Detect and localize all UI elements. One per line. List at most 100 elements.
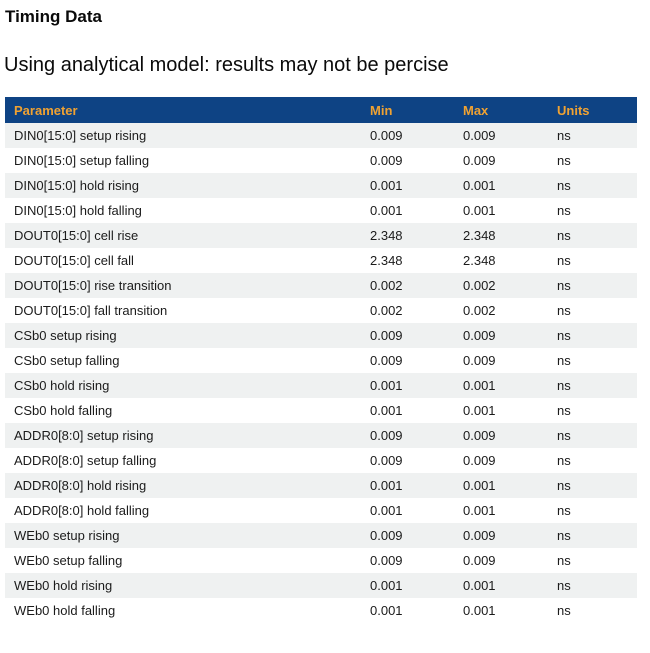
- max-cell: 0.009: [454, 448, 548, 473]
- units-cell: ns: [548, 348, 637, 373]
- table-row: WEb0 hold rising 0.001 0.001 ns: [5, 573, 637, 598]
- min-cell: 0.009: [361, 348, 454, 373]
- parameter-cell: ADDR0[8:0] hold falling: [5, 498, 361, 523]
- min-cell: 0.009: [361, 523, 454, 548]
- min-cell: 0.001: [361, 573, 454, 598]
- max-cell: 0.001: [454, 473, 548, 498]
- table-row: DIN0[15:0] hold rising 0.001 0.001 ns: [5, 173, 637, 198]
- parameter-cell: DIN0[15:0] setup rising: [5, 123, 361, 148]
- max-cell: 0.009: [454, 423, 548, 448]
- column-header-max: Max: [454, 97, 548, 123]
- timing-table-header: Parameter Min Max Units: [5, 97, 637, 123]
- units-cell: ns: [548, 598, 637, 623]
- max-cell: 0.009: [454, 148, 548, 173]
- min-cell: 2.348: [361, 223, 454, 248]
- max-cell: 0.001: [454, 373, 548, 398]
- max-cell: 2.348: [454, 223, 548, 248]
- max-cell: 0.001: [454, 198, 548, 223]
- units-cell: ns: [548, 423, 637, 448]
- parameter-cell: CSb0 hold rising: [5, 373, 361, 398]
- table-row: CSb0 hold falling 0.001 0.001 ns: [5, 398, 637, 423]
- max-cell: 0.002: [454, 298, 548, 323]
- parameter-cell: WEb0 setup rising: [5, 523, 361, 548]
- min-cell: 0.001: [361, 473, 454, 498]
- parameter-cell: ADDR0[8:0] setup rising: [5, 423, 361, 448]
- page-title: Timing Data: [5, 7, 102, 26]
- min-cell: 0.009: [361, 148, 454, 173]
- table-row: ADDR0[8:0] setup falling 0.009 0.009 ns: [5, 448, 637, 473]
- max-cell: 0.001: [454, 598, 548, 623]
- max-cell: 2.348: [454, 248, 548, 273]
- units-cell: ns: [548, 498, 637, 523]
- table-row: DOUT0[15:0] cell fall 2.348 2.348 ns: [5, 248, 637, 273]
- min-cell: 0.001: [361, 598, 454, 623]
- min-cell: 0.009: [361, 448, 454, 473]
- max-cell: 0.009: [454, 523, 548, 548]
- min-cell: 0.009: [361, 323, 454, 348]
- units-cell: ns: [548, 298, 637, 323]
- table-row: DIN0[15:0] setup falling 0.009 0.009 ns: [5, 148, 637, 173]
- column-header-units: Units: [548, 97, 637, 123]
- parameter-cell: DIN0[15:0] hold rising: [5, 173, 361, 198]
- table-row: DIN0[15:0] hold falling 0.001 0.001 ns: [5, 198, 637, 223]
- max-cell: 0.001: [454, 173, 548, 198]
- table-row: CSb0 setup rising 0.009 0.009 ns: [5, 323, 637, 348]
- max-cell: 0.009: [454, 348, 548, 373]
- column-header-min: Min: [361, 97, 454, 123]
- table-row: DIN0[15:0] setup rising 0.009 0.009 ns: [5, 123, 637, 148]
- min-cell: 0.009: [361, 548, 454, 573]
- units-cell: ns: [548, 198, 637, 223]
- parameter-cell: WEb0 hold falling: [5, 598, 361, 623]
- page-subtitle: Using analytical model: results may not …: [4, 54, 449, 76]
- table-row: WEb0 hold falling 0.001 0.001 ns: [5, 598, 637, 623]
- table-row: DOUT0[15:0] rise transition 0.002 0.002 …: [5, 273, 637, 298]
- parameter-cell: DIN0[15:0] setup falling: [5, 148, 361, 173]
- timing-table-body: DIN0[15:0] setup rising 0.009 0.009 ns D…: [5, 123, 637, 623]
- table-row: CSb0 setup falling 0.009 0.009 ns: [5, 348, 637, 373]
- column-header-parameter: Parameter: [5, 97, 361, 123]
- units-cell: ns: [548, 173, 637, 198]
- parameter-cell: DOUT0[15:0] fall transition: [5, 298, 361, 323]
- parameter-cell: ADDR0[8:0] setup falling: [5, 448, 361, 473]
- min-cell: 0.009: [361, 423, 454, 448]
- min-cell: 0.001: [361, 173, 454, 198]
- max-cell: 0.001: [454, 498, 548, 523]
- max-cell: 0.001: [454, 398, 548, 423]
- units-cell: ns: [548, 448, 637, 473]
- units-cell: ns: [548, 323, 637, 348]
- min-cell: 0.002: [361, 273, 454, 298]
- min-cell: 0.001: [361, 198, 454, 223]
- units-cell: ns: [548, 273, 637, 298]
- units-cell: ns: [548, 148, 637, 173]
- header-row: Parameter Min Max Units: [5, 97, 637, 123]
- units-cell: ns: [548, 123, 637, 148]
- table-row: CSb0 hold rising 0.001 0.001 ns: [5, 373, 637, 398]
- parameter-cell: DOUT0[15:0] cell fall: [5, 248, 361, 273]
- max-cell: 0.009: [454, 323, 548, 348]
- table-row: ADDR0[8:0] hold falling 0.001 0.001 ns: [5, 498, 637, 523]
- units-cell: ns: [548, 473, 637, 498]
- min-cell: 0.002: [361, 298, 454, 323]
- units-cell: ns: [548, 548, 637, 573]
- max-cell: 0.002: [454, 273, 548, 298]
- parameter-cell: ADDR0[8:0] hold rising: [5, 473, 361, 498]
- table-row: WEb0 setup rising 0.009 0.009 ns: [5, 523, 637, 548]
- table-row: DOUT0[15:0] fall transition 0.002 0.002 …: [5, 298, 637, 323]
- min-cell: 0.001: [361, 398, 454, 423]
- parameter-cell: WEb0 setup falling: [5, 548, 361, 573]
- max-cell: 0.009: [454, 548, 548, 573]
- units-cell: ns: [548, 523, 637, 548]
- parameter-cell: CSb0 hold falling: [5, 398, 361, 423]
- min-cell: 0.001: [361, 373, 454, 398]
- units-cell: ns: [548, 373, 637, 398]
- table-row: ADDR0[8:0] setup rising 0.009 0.009 ns: [5, 423, 637, 448]
- units-cell: ns: [548, 398, 637, 423]
- units-cell: ns: [548, 573, 637, 598]
- table-row: ADDR0[8:0] hold rising 0.001 0.001 ns: [5, 473, 637, 498]
- parameter-cell: DOUT0[15:0] cell rise: [5, 223, 361, 248]
- parameter-cell: CSb0 setup falling: [5, 348, 361, 373]
- table-row: DOUT0[15:0] cell rise 2.348 2.348 ns: [5, 223, 637, 248]
- min-cell: 0.009: [361, 123, 454, 148]
- timing-table: Parameter Min Max Units DIN0[15:0] setup…: [5, 97, 637, 623]
- table-row: WEb0 setup falling 0.009 0.009 ns: [5, 548, 637, 573]
